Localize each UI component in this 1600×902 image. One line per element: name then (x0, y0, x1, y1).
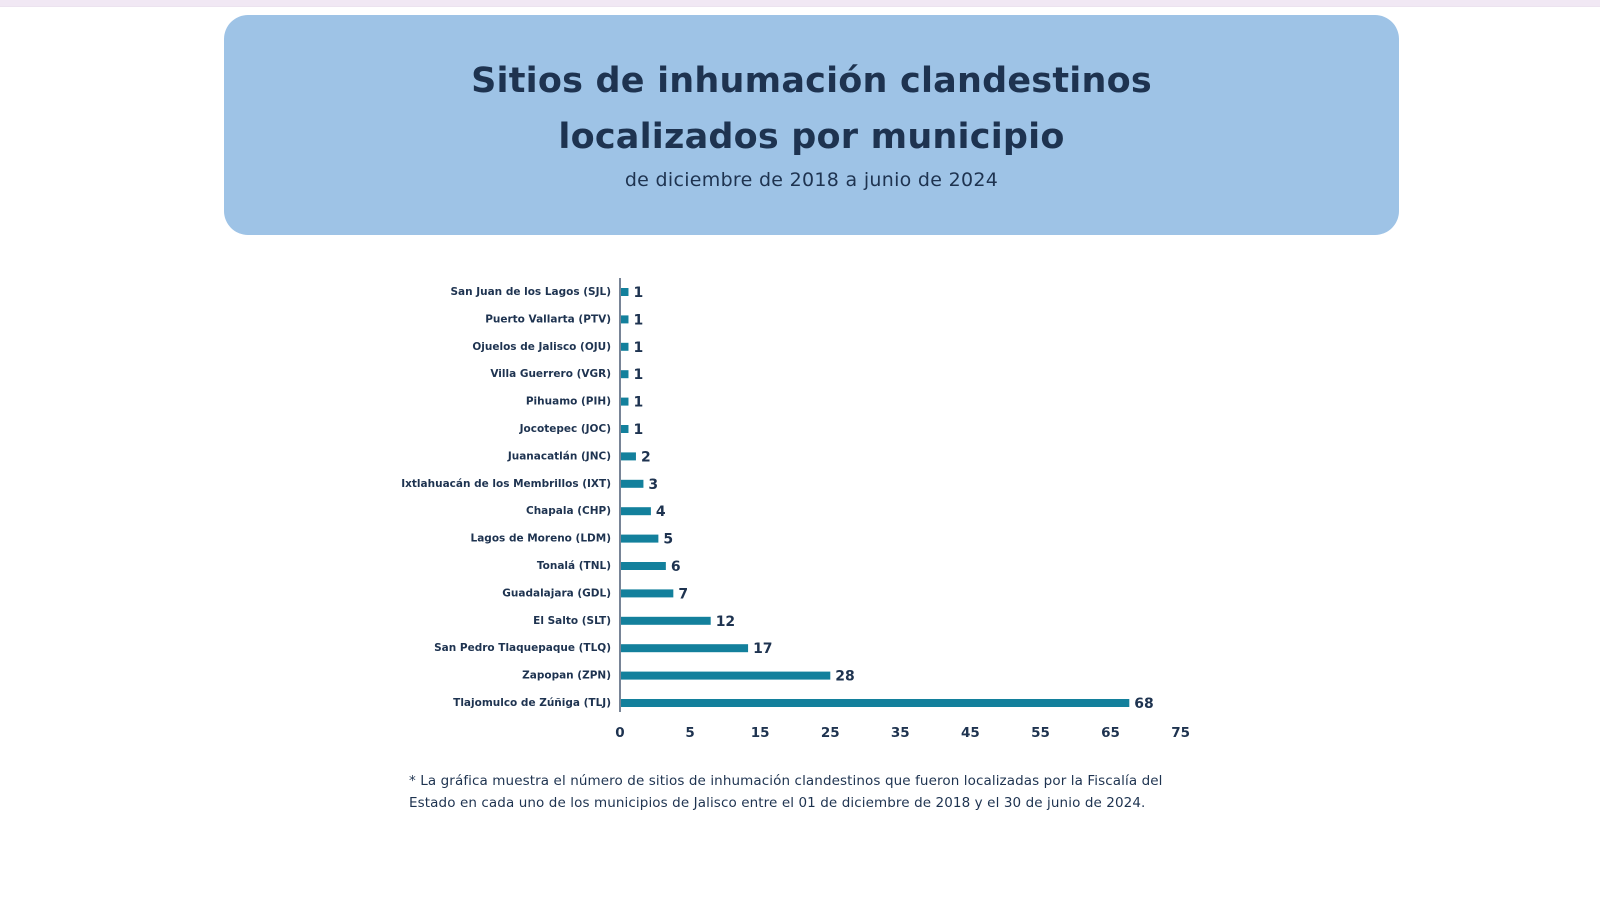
bar (621, 288, 629, 296)
value-label: 1 (633, 312, 643, 328)
category-label: San Pedro Tlaquepaque (TLQ) (434, 642, 611, 654)
bar (621, 534, 659, 543)
value-label: 68 (1134, 696, 1153, 712)
bar (621, 342, 629, 351)
value-label: 12 (716, 614, 735, 630)
bar (621, 452, 636, 461)
x-tick-label: 45 (961, 725, 980, 741)
footnote: * La gráfica muestra el número de sitios… (409, 773, 1163, 811)
chart-title-line2: localizados por municipio (558, 117, 1065, 157)
x-tick-label: 65 (1101, 725, 1120, 741)
bar (621, 479, 644, 488)
category-label: Juanacatlán (JNC) (507, 450, 611, 462)
bar (621, 644, 749, 653)
bar (621, 671, 831, 680)
category-label: Ojuelos de Jalisco (OJU) (472, 341, 611, 353)
value-label: 5 (663, 532, 673, 548)
bar (621, 370, 629, 379)
value-label: 28 (835, 669, 854, 685)
value-label: 3 (648, 477, 658, 493)
category-label: Ixtlahuacán de los Membrillos (IXT) (401, 478, 611, 490)
value-label: 1 (633, 367, 643, 383)
header-card: Sitios de inhumación clandestinos locali… (224, 15, 1399, 235)
bar (621, 616, 711, 625)
category-label: Pihuamo (PIH) (526, 396, 611, 408)
category-label: Puerto Vallarta (PTV) (485, 313, 611, 325)
category-label: Lagos de Moreno (LDM) (471, 533, 611, 545)
x-tick-label: 35 (891, 725, 910, 741)
chart-title: Sitios de inhumación clandestinos locali… (224, 15, 1399, 165)
value-label: 1 (633, 285, 643, 301)
category-label: Chapala (CHP) (526, 505, 611, 517)
category-label: Tonalá (TNL) (537, 560, 611, 572)
top-strip (0, 0, 1600, 7)
category-label: Villa Guerrero (VGR) (490, 368, 611, 380)
value-label: 7 (678, 586, 688, 602)
chart-title-line1: Sitios de inhumación clandestinos (471, 61, 1152, 101)
category-label: Zapopan (ZPN) (522, 670, 611, 682)
category-label: Guadalajara (GDL) (502, 587, 611, 599)
category-label: Tlajomulco de Zúñiga (TLJ) (453, 697, 611, 709)
x-tick-label: 25 (821, 725, 840, 741)
category-label: El Salto (SLT) (533, 615, 611, 627)
category-label: San Juan de los Lagos (SJL) (450, 286, 611, 298)
bar (621, 699, 1130, 707)
bar (621, 315, 629, 324)
value-label: 1 (633, 395, 643, 411)
x-tick-label: 15 (751, 725, 770, 741)
value-label: 4 (656, 504, 666, 520)
category-label: Jocotepec (JOC) (519, 423, 611, 435)
chart-subtitle: de diciembre de 2018 a junio de 2024 (624, 169, 999, 191)
x-tick-label: 75 (1171, 725, 1190, 741)
value-label: 1 (633, 422, 643, 438)
value-label: 17 (753, 641, 772, 657)
bar (621, 397, 629, 406)
x-tick-label: 0 (615, 725, 624, 741)
value-label: 2 (641, 449, 651, 465)
x-tick-label: 55 (1031, 725, 1050, 741)
bar (621, 425, 629, 433)
value-label: 1 (633, 340, 643, 356)
value-label: 6 (671, 559, 681, 575)
bar (621, 589, 674, 598)
x-tick-label: 5 (685, 725, 694, 741)
bar (621, 562, 666, 570)
bar (621, 507, 651, 516)
